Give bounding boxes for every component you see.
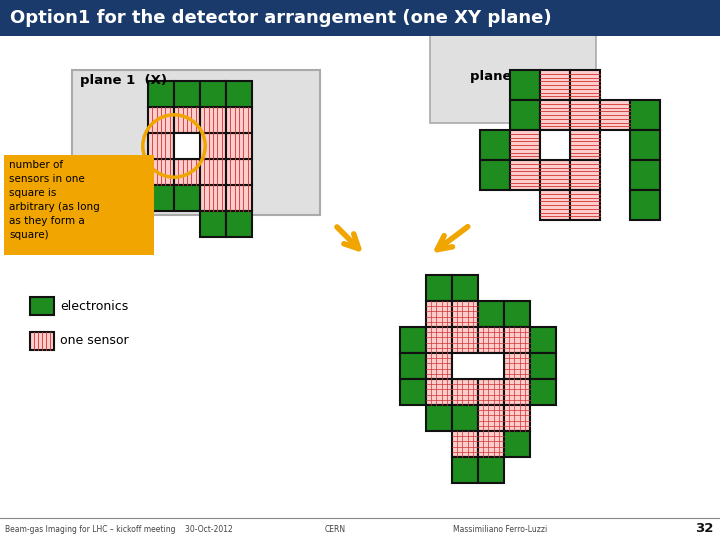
Bar: [570, 130, 600, 160]
Bar: [174, 159, 200, 185]
Bar: [174, 185, 200, 211]
Bar: [504, 327, 530, 353]
Bar: [148, 81, 174, 107]
Bar: [200, 133, 226, 159]
Bar: [452, 327, 478, 353]
Text: plane 2  (Y): plane 2 (Y): [470, 70, 557, 83]
Bar: [200, 107, 226, 133]
Bar: [570, 160, 600, 190]
Bar: [200, 211, 226, 237]
Bar: [452, 275, 478, 301]
Bar: [426, 327, 452, 353]
Bar: [540, 190, 570, 220]
Bar: [540, 70, 570, 100]
Bar: [630, 100, 660, 130]
Bar: [200, 159, 226, 185]
Bar: [226, 185, 252, 211]
Bar: [530, 353, 556, 379]
Text: CERN: CERN: [325, 524, 346, 534]
Bar: [226, 107, 252, 133]
Bar: [4, 155, 154, 255]
Bar: [452, 301, 478, 327]
Text: Option1 for the detector arrangement (one XY plane): Option1 for the detector arrangement (on…: [10, 9, 552, 27]
Bar: [570, 70, 600, 100]
Bar: [148, 133, 174, 159]
Bar: [570, 190, 600, 220]
Bar: [452, 353, 504, 379]
Bar: [478, 457, 504, 483]
Bar: [400, 327, 426, 353]
Bar: [226, 159, 252, 185]
Bar: [510, 160, 540, 190]
Bar: [452, 457, 478, 483]
Bar: [148, 185, 174, 211]
Bar: [510, 100, 540, 130]
Bar: [200, 81, 226, 107]
Text: Beam-gas Imaging for LHC – kickoff meeting    30-Oct-2012: Beam-gas Imaging for LHC – kickoff meeti…: [5, 524, 233, 534]
Bar: [600, 100, 630, 130]
Bar: [504, 379, 530, 405]
Bar: [530, 327, 556, 353]
Bar: [504, 431, 530, 457]
Bar: [478, 301, 504, 327]
Bar: [540, 100, 570, 130]
Bar: [400, 379, 426, 405]
Text: 32: 32: [695, 523, 713, 536]
Bar: [630, 160, 660, 190]
Bar: [174, 133, 200, 159]
Bar: [148, 159, 174, 185]
Bar: [478, 379, 504, 405]
Bar: [200, 185, 226, 211]
Bar: [452, 405, 478, 431]
Bar: [478, 405, 504, 431]
Bar: [226, 211, 252, 237]
Bar: [452, 379, 478, 405]
Text: plane 1  (X): plane 1 (X): [80, 74, 167, 87]
Bar: [630, 130, 660, 160]
Bar: [400, 353, 426, 379]
Bar: [226, 133, 252, 159]
Bar: [504, 405, 530, 431]
Bar: [452, 431, 478, 457]
Bar: [540, 130, 570, 160]
Bar: [504, 301, 530, 327]
Bar: [570, 100, 600, 130]
Bar: [510, 70, 540, 100]
Bar: [30, 332, 54, 350]
Text: electronics: electronics: [60, 300, 128, 313]
Bar: [426, 379, 452, 405]
Text: number of
sensors in one
square is
arbitrary (as long
as they form a
square): number of sensors in one square is arbit…: [9, 160, 100, 240]
Bar: [72, 70, 320, 215]
Bar: [30, 297, 54, 315]
Bar: [174, 81, 200, 107]
Bar: [510, 130, 540, 160]
Bar: [540, 160, 570, 190]
Bar: [478, 327, 504, 353]
Bar: [530, 379, 556, 405]
Text: one sensor: one sensor: [60, 334, 129, 348]
Bar: [480, 160, 510, 190]
Bar: [504, 353, 530, 379]
Bar: [426, 301, 452, 327]
Bar: [226, 81, 252, 107]
Bar: [174, 107, 200, 133]
Bar: [0, 0, 720, 36]
Bar: [174, 133, 200, 159]
Bar: [630, 190, 660, 220]
Bar: [148, 107, 174, 133]
Bar: [426, 353, 452, 379]
Bar: [426, 275, 452, 301]
Text: Massimiliano Ferro-Luzzi: Massimiliano Ferro-Luzzi: [453, 524, 547, 534]
Bar: [478, 431, 504, 457]
Bar: [426, 405, 452, 431]
Bar: [480, 130, 510, 160]
